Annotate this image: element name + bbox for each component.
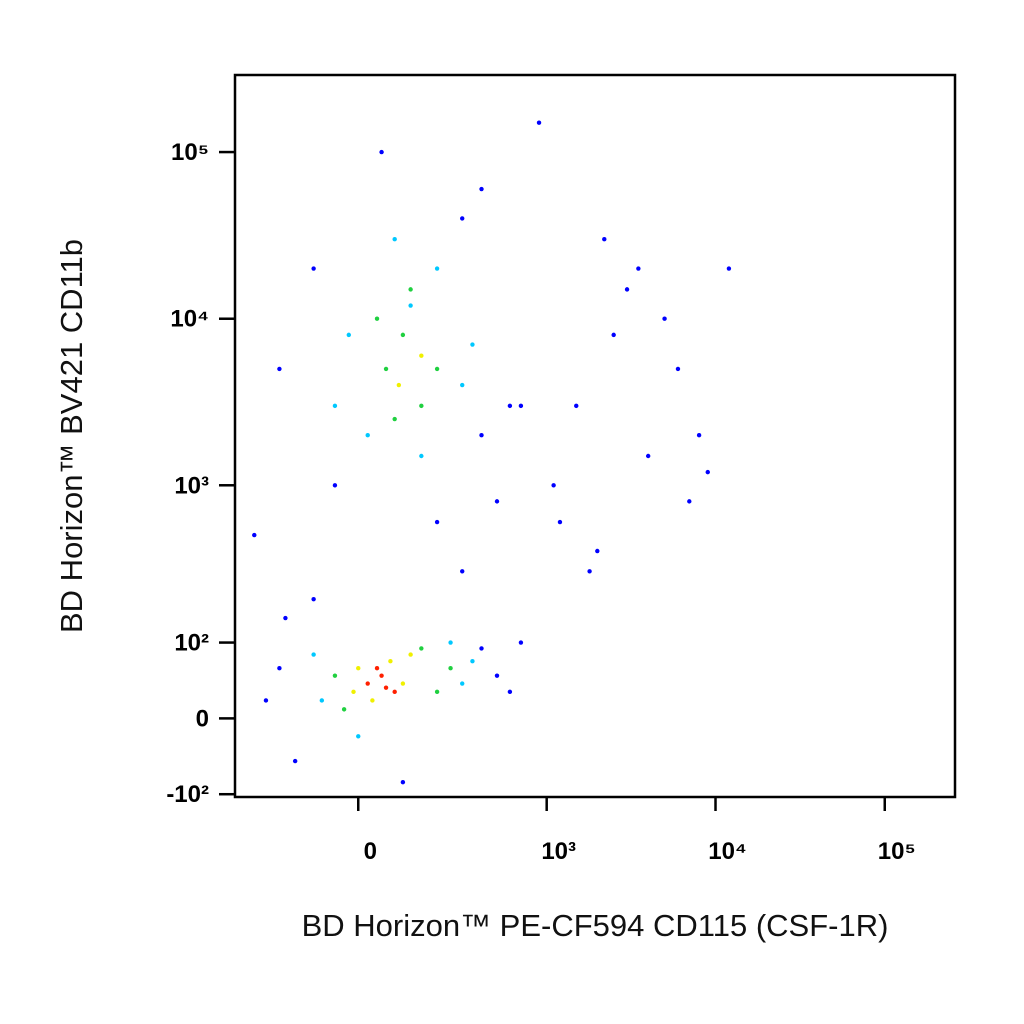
data-point bbox=[356, 666, 361, 671]
data-point bbox=[726, 266, 732, 271]
data-point bbox=[263, 698, 269, 703]
data-point bbox=[419, 353, 424, 358]
data-point bbox=[252, 532, 257, 538]
x-tick-label: 0 bbox=[364, 838, 377, 865]
data-point bbox=[400, 332, 406, 338]
data-point bbox=[408, 303, 413, 308]
data-point bbox=[518, 403, 524, 409]
data-point bbox=[434, 689, 440, 695]
data-point bbox=[332, 673, 338, 678]
y-tick-label: -10² bbox=[166, 781, 209, 808]
data-point bbox=[557, 519, 563, 525]
data-point bbox=[696, 432, 702, 438]
data-point bbox=[494, 499, 500, 504]
data-point bbox=[374, 666, 380, 671]
data-point bbox=[277, 666, 282, 671]
data-point bbox=[311, 652, 316, 657]
data-point bbox=[507, 403, 513, 409]
data-point bbox=[383, 366, 389, 372]
data-point bbox=[400, 681, 406, 686]
data-point bbox=[292, 758, 298, 764]
data-point bbox=[574, 403, 579, 409]
data-point bbox=[507, 689, 513, 695]
data-point bbox=[408, 652, 413, 657]
data-point bbox=[396, 382, 402, 388]
data-point bbox=[319, 698, 325, 703]
data-point bbox=[311, 266, 316, 271]
data-point bbox=[460, 216, 465, 221]
data-point bbox=[332, 403, 338, 409]
x-tick-label: 10⁴ bbox=[708, 838, 747, 865]
data-point bbox=[365, 432, 370, 438]
data-point bbox=[460, 681, 465, 686]
data-point bbox=[332, 483, 338, 488]
data-point bbox=[705, 469, 710, 475]
data-point bbox=[370, 698, 375, 703]
data-point bbox=[536, 120, 542, 125]
data-point bbox=[400, 779, 406, 785]
data-point bbox=[392, 237, 397, 242]
data-point bbox=[388, 658, 393, 664]
x-axis-title: BD Horizon™ PE-CF594 CD115 (CSF-1R) bbox=[302, 908, 889, 943]
data-point bbox=[645, 453, 651, 459]
data-point bbox=[551, 483, 556, 488]
data-point bbox=[662, 316, 667, 321]
data-point bbox=[283, 615, 288, 621]
data-point bbox=[602, 237, 607, 242]
data-point bbox=[379, 149, 384, 155]
data-point bbox=[479, 646, 484, 651]
data-point bbox=[470, 658, 475, 664]
data-point bbox=[636, 266, 641, 271]
data-point bbox=[611, 332, 616, 338]
y-tick-label: 10⁵ bbox=[171, 139, 209, 166]
data-point bbox=[392, 689, 397, 695]
data-point bbox=[587, 569, 592, 574]
data-point bbox=[311, 596, 316, 602]
data-point bbox=[687, 499, 692, 504]
data-point bbox=[277, 366, 282, 372]
data-point bbox=[419, 646, 424, 651]
data-point bbox=[448, 666, 453, 671]
data-point bbox=[383, 685, 389, 690]
x-tick-label: 10³ bbox=[541, 838, 576, 865]
data-point bbox=[479, 186, 484, 192]
data-point bbox=[518, 640, 524, 645]
data-point bbox=[460, 569, 465, 574]
data-point bbox=[341, 707, 347, 712]
data-point bbox=[374, 316, 380, 321]
data-point bbox=[470, 342, 475, 347]
data-point bbox=[392, 416, 397, 422]
y-tick-label: 0 bbox=[196, 705, 209, 732]
x-tick-label: 10⁵ bbox=[878, 838, 916, 865]
data-point bbox=[356, 734, 361, 739]
data-point bbox=[434, 366, 440, 372]
data-point bbox=[419, 453, 424, 459]
data-point bbox=[479, 432, 484, 438]
data-point bbox=[408, 287, 413, 292]
y-tick-label: 10³ bbox=[174, 472, 209, 499]
data-point bbox=[624, 287, 630, 292]
data-point bbox=[448, 640, 453, 645]
data-point bbox=[379, 673, 384, 678]
data-point bbox=[460, 382, 465, 388]
data-point bbox=[365, 681, 370, 686]
y-axis-title: BD Horizon™ BV421 CD11b bbox=[54, 239, 89, 633]
data-point bbox=[434, 266, 440, 271]
data-point bbox=[419, 403, 424, 409]
data-point bbox=[434, 519, 440, 525]
data-point bbox=[675, 366, 681, 372]
y-tick-label: 10⁴ bbox=[170, 306, 209, 333]
y-tick-label: 10² bbox=[174, 630, 209, 657]
data-point bbox=[595, 548, 600, 554]
plot-frame bbox=[233, 73, 957, 799]
data-point bbox=[351, 689, 356, 695]
data-point bbox=[494, 673, 500, 678]
data-point bbox=[346, 332, 351, 338]
